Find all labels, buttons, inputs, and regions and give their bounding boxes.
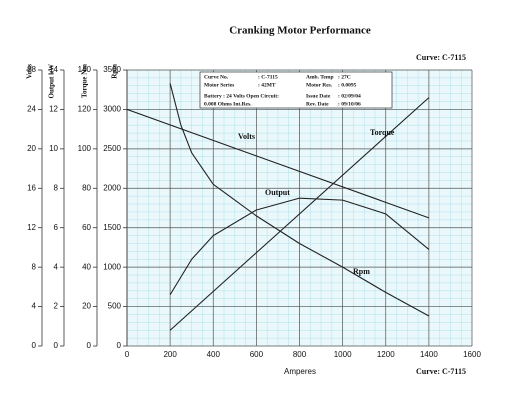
info-text: : 42MT bbox=[258, 82, 276, 88]
series-label: Torque bbox=[370, 128, 395, 137]
y-tick-label: 2000 bbox=[103, 183, 121, 192]
info-text: Battery : 24 Volts Open Circuit: bbox=[204, 93, 279, 99]
info-text: : 09/10/06 bbox=[338, 101, 361, 107]
y-tick-label: 120 bbox=[78, 105, 92, 114]
info-text: : C-7115 bbox=[258, 74, 278, 80]
info-text: : 0.0095 bbox=[338, 82, 357, 88]
series-line bbox=[126, 108, 430, 219]
y-axis-title: Torque Nm bbox=[81, 64, 89, 98]
x-tick-label: 800 bbox=[293, 350, 307, 359]
series-label: Output bbox=[265, 188, 290, 197]
curve-label: Curve: C-7115 bbox=[416, 53, 466, 62]
y-tick-label: 500 bbox=[108, 302, 122, 311]
y-tick-label: 0 bbox=[117, 341, 122, 350]
x-axis-title: Amperes bbox=[284, 367, 316, 376]
series-label: Volts bbox=[238, 132, 255, 141]
curve-label: Curve: C-7115 bbox=[416, 367, 466, 376]
x-tick-label: 200 bbox=[163, 350, 177, 359]
y-tick-label: 28 bbox=[27, 65, 36, 74]
info-text: Motor Res. bbox=[306, 82, 333, 88]
y-tick-label: 3500 bbox=[103, 65, 121, 74]
x-tick-label: 1600 bbox=[463, 350, 481, 359]
info-text: : 27C bbox=[338, 74, 351, 80]
y-tick-label: 24 bbox=[27, 105, 36, 114]
series-line bbox=[169, 197, 430, 296]
y-tick-label: 20 bbox=[27, 144, 36, 153]
info-text: : 02/09/04 bbox=[338, 93, 361, 99]
info-text: Curve No. bbox=[204, 74, 229, 80]
info-box bbox=[199, 71, 393, 109]
y-tick-label: 3000 bbox=[103, 105, 121, 114]
y-tick-label: 12 bbox=[49, 105, 58, 114]
y-tick-label: 20 bbox=[82, 302, 91, 311]
x-tick-label: 1400 bbox=[420, 350, 438, 359]
info-text: Rev. Date bbox=[306, 101, 329, 107]
y-tick-label: 40 bbox=[82, 262, 91, 271]
series-label: Rpm bbox=[353, 267, 370, 276]
y-tick-label: 8 bbox=[32, 262, 37, 271]
y-tick-label: 8 bbox=[54, 183, 59, 192]
series-line bbox=[169, 83, 430, 317]
info-text: 0.008 Ohms Int.Res. bbox=[204, 101, 252, 107]
y-tick-label: 6 bbox=[54, 223, 59, 232]
y-tick-label: 0 bbox=[54, 341, 59, 350]
x-tick-label: 1000 bbox=[334, 350, 352, 359]
y-tick-label: 10 bbox=[49, 144, 58, 153]
y-axis-title: Output kW bbox=[48, 64, 56, 98]
y-tick-label: 2 bbox=[54, 302, 59, 311]
y-tick-label: 12 bbox=[27, 223, 36, 232]
y-tick-label: 80 bbox=[82, 183, 91, 192]
y-tick-label: 1000 bbox=[103, 262, 121, 271]
y-tick-label: 100 bbox=[78, 144, 92, 153]
chart-title: Cranking Motor Performance bbox=[229, 25, 371, 37]
y-axis-title: Rpm bbox=[111, 64, 119, 79]
y-tick-label: 4 bbox=[32, 302, 37, 311]
y-tick-label: 4 bbox=[54, 262, 59, 271]
y-tick-label: 16 bbox=[27, 183, 36, 192]
y-tick-label: 1500 bbox=[103, 223, 121, 232]
y-tick-label: 140 bbox=[78, 65, 92, 74]
series-line bbox=[169, 97, 430, 331]
x-tick-label: 600 bbox=[250, 350, 264, 359]
info-text: Issue Date bbox=[306, 93, 331, 99]
x-tick-label: 1200 bbox=[377, 350, 395, 359]
y-tick-label: 60 bbox=[82, 223, 91, 232]
y-tick-label: 14 bbox=[49, 65, 58, 74]
y-axis-title: Volts bbox=[26, 64, 34, 79]
info-text: Motor Series bbox=[204, 82, 234, 88]
y-tick-label: 2500 bbox=[103, 144, 121, 153]
x-tick-label: 0 bbox=[125, 350, 130, 359]
info-text: Amb. Temp bbox=[306, 74, 334, 80]
x-tick-label: 400 bbox=[207, 350, 221, 359]
y-tick-label: 0 bbox=[87, 341, 92, 350]
y-tick-label: 0 bbox=[32, 341, 37, 350]
